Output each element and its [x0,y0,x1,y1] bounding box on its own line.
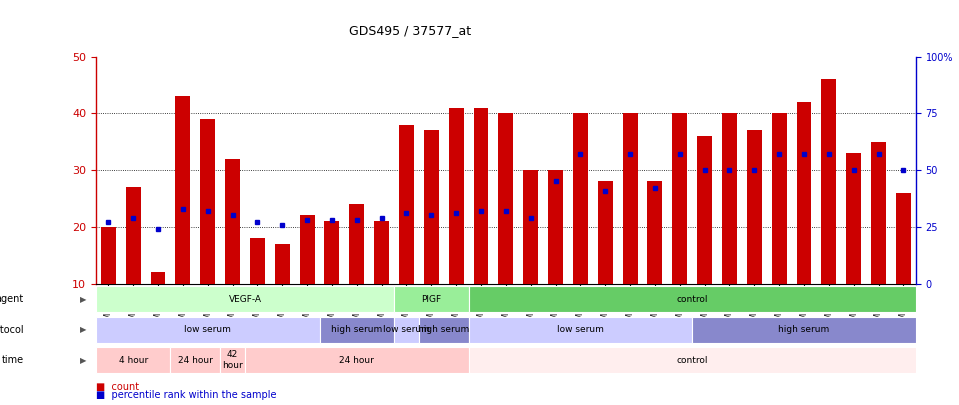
Bar [449,108,463,284]
Text: 24 hour: 24 hour [177,356,213,364]
Bar [474,108,488,284]
Text: agent: agent [0,294,24,304]
Bar [96,347,171,373]
Bar [101,227,116,284]
Text: high serum: high serum [331,325,383,334]
Bar [96,286,394,312]
Bar [747,130,761,284]
Text: VEGF-A: VEGF-A [228,295,262,304]
Text: GDS495 / 37577_at: GDS495 / 37577_at [349,24,471,37]
Bar [772,113,786,284]
Bar [549,170,563,284]
Bar [469,286,916,312]
Bar [424,130,439,284]
Bar [245,347,469,373]
Bar [692,317,916,343]
Bar [672,113,688,284]
Bar [221,347,245,373]
Bar [200,119,215,284]
Bar [469,317,692,343]
Bar [126,187,141,284]
Text: control: control [676,356,708,364]
Text: ▶: ▶ [80,295,86,304]
Bar [896,193,911,284]
Bar [250,238,265,284]
Bar [225,159,240,284]
Bar [275,244,290,284]
Bar [171,347,221,373]
Bar [319,317,394,343]
Bar [324,221,339,284]
Bar [797,102,811,284]
Text: 4 hour: 4 hour [119,356,148,364]
Bar [469,347,916,373]
Bar [846,153,861,284]
Bar [524,170,538,284]
Text: ▶: ▶ [80,325,86,334]
Bar [647,181,663,284]
Bar [419,317,469,343]
Bar [151,272,166,284]
Bar [175,96,190,284]
Bar [597,181,613,284]
Bar [573,113,588,284]
Text: time: time [2,355,24,365]
Bar [697,136,713,284]
Text: low serum: low serum [184,325,231,334]
Text: low serum: low serum [383,325,430,334]
Text: high serum: high serum [779,325,830,334]
Text: 24 hour: 24 hour [339,356,374,364]
Text: control: control [676,295,708,304]
Text: ■  count: ■ count [96,382,139,392]
Text: 42
hour: 42 hour [222,350,243,370]
Bar [499,113,513,284]
Text: ▶: ▶ [80,356,86,364]
Bar [96,317,319,343]
Text: growth protocol: growth protocol [0,325,24,335]
Bar [374,221,389,284]
Text: ■  percentile rank within the sample: ■ percentile rank within the sample [96,390,276,400]
Bar [394,286,469,312]
Bar [349,204,364,284]
Text: low serum: low serum [557,325,604,334]
Bar [299,215,315,284]
Bar [622,113,638,284]
Bar [394,317,419,343]
Text: PIGF: PIGF [421,295,441,304]
Text: high serum: high serum [418,325,469,334]
Bar [871,142,886,284]
Bar [399,125,414,284]
Bar [822,79,836,284]
Bar [722,113,737,284]
